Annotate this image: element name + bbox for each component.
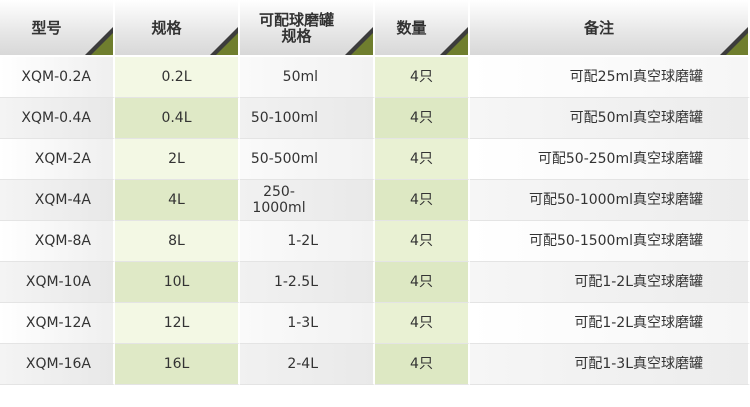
table-cell: 可配1-2L真空球磨罐 (470, 303, 750, 344)
table-cell: 4只 (375, 57, 470, 98)
table-cell: 4只 (375, 262, 470, 303)
header-cell: 数量 (375, 0, 470, 55)
table-cell: 50ml (240, 57, 375, 98)
table-cell: XQM-10A (0, 262, 115, 303)
table-cell: 2-4L (240, 344, 375, 385)
table-cell: 1-3L (240, 303, 375, 344)
table-cell: 2L (115, 139, 240, 180)
table-row: XQM-4A 4L 250-1000ml 4只 可配50-1000ml真空球磨罐 (0, 180, 750, 221)
table-cell: XQM-8A (0, 221, 115, 262)
table-cell: 4只 (375, 139, 470, 180)
table-cell: XQM-16A (0, 344, 115, 385)
header-cell: 规格 (115, 0, 240, 55)
table-cell: 8L (115, 221, 240, 262)
table-cell: 可配50-1000ml真空球磨罐 (470, 180, 750, 221)
table-row: XQM-0.2A 0.2L 50ml 4只 可配25ml真空球磨罐 (0, 57, 750, 98)
header-text: 规格 (151, 18, 182, 37)
table-cell: 4只 (375, 180, 470, 221)
table-cell: 50-100ml (240, 98, 375, 139)
table-row: XQM-2A 2L 50-500ml 4只 可配50-250ml真空球磨罐 (0, 139, 750, 180)
table-cell: 可配1-3L真空球磨罐 (470, 344, 750, 385)
table-cell: 0.4L (115, 98, 240, 139)
table-cell: 250-1000ml (240, 180, 375, 221)
header-cell: 型号 (0, 0, 115, 55)
table-cell: 可配1-2L真空球磨罐 (470, 262, 750, 303)
table-cell: XQM-4A (0, 180, 115, 221)
table-row: XQM-12A 12L 1-3L 4只 可配1-2L真空球磨罐 (0, 303, 750, 344)
table-cell: 4只 (375, 98, 470, 139)
table-cell: 4只 (375, 221, 470, 262)
table-cell: 4只 (375, 303, 470, 344)
table-cell: XQM-0.4A (0, 98, 115, 139)
table-row: XQM-0.4A 0.4L 50-100ml 4只 可配50ml真空球磨罐 (0, 98, 750, 139)
table-cell: 0.2L (115, 57, 240, 98)
table-row: XQM-16A 16L 2-4L 4只 可配1-3L真空球磨罐 (0, 344, 750, 385)
header-text: 数量 (396, 18, 427, 37)
table-cell: 4L (115, 180, 240, 221)
table-cell: XQM-12A (0, 303, 115, 344)
header-row: 型号 规格 可配球磨罐 规格 数量 备注 (0, 0, 750, 55)
table-cell: 4只 (375, 344, 470, 385)
table-cell: 10L (115, 262, 240, 303)
header-text: 型号 (31, 18, 62, 37)
table-cell: 1-2.5L (240, 262, 375, 303)
table-cell: 12L (115, 303, 240, 344)
table-cell: 1-2L (240, 221, 375, 262)
table-cell: 16L (115, 344, 240, 385)
header-text: 备注 (583, 18, 614, 37)
header-text: 可配球磨罐 规格 (258, 10, 334, 45)
header-cell: 可配球磨罐 规格 (240, 0, 375, 55)
table-cell: 可配50-1500ml真空球磨罐 (470, 221, 750, 262)
table-cell: 50-500ml (240, 139, 375, 180)
table-cell: XQM-0.2A (0, 57, 115, 98)
table-row: XQM-8A 8L 1-2L 4只 可配50-1500ml真空球磨罐 (0, 221, 750, 262)
table-cell: 可配25ml真空球磨罐 (470, 57, 750, 98)
table-cell: 可配50ml真空球磨罐 (470, 98, 750, 139)
table-cell: 可配50-250ml真空球磨罐 (470, 139, 750, 180)
table-cell: XQM-2A (0, 139, 115, 180)
header-cell: 备注 (470, 0, 750, 55)
table-row: XQM-10A 10L 1-2.5L 4只 可配1-2L真空球磨罐 (0, 262, 750, 303)
